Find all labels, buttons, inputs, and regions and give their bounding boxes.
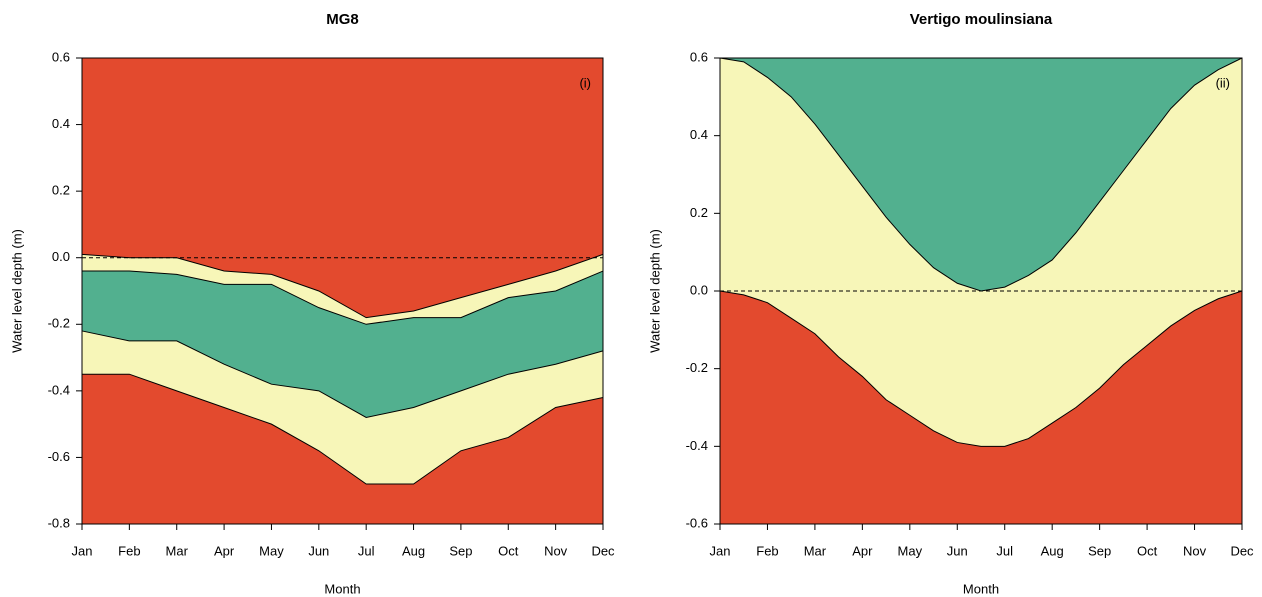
y-tick-label: 0.6 bbox=[690, 49, 708, 64]
x-tick-label: Sep bbox=[1088, 543, 1111, 558]
x-tick-label: Jul bbox=[996, 543, 1013, 558]
y-tick-label: -0.8 bbox=[48, 515, 70, 530]
annotation: (i) bbox=[579, 75, 591, 90]
x-tick-label: Oct bbox=[1137, 543, 1158, 558]
x-tick-label: Jun bbox=[308, 543, 329, 558]
y-tick-label: 0.2 bbox=[690, 205, 708, 220]
x-tick-label: Oct bbox=[498, 543, 519, 558]
y-tick-label: -0.6 bbox=[686, 515, 708, 530]
x-tick-label: Dec bbox=[591, 543, 615, 558]
band bbox=[82, 254, 603, 325]
band bbox=[82, 374, 603, 524]
chart-title: Vertigo moulinsiana bbox=[910, 11, 1053, 28]
band bbox=[82, 58, 603, 318]
x-tick-label: Jun bbox=[947, 543, 968, 558]
x-axis-label: Month bbox=[324, 581, 360, 596]
y-tick-label: -0.6 bbox=[48, 449, 70, 464]
x-tick-label: Aug bbox=[1041, 543, 1064, 558]
y-tick-label: -0.2 bbox=[48, 316, 70, 331]
band bbox=[720, 291, 1242, 524]
y-tick-label: -0.2 bbox=[686, 360, 708, 375]
x-tick-label: Apr bbox=[852, 543, 873, 558]
x-tick-label: Jul bbox=[358, 543, 375, 558]
y-tick-label: 0.0 bbox=[52, 249, 70, 264]
boundary-line bbox=[82, 373, 604, 485]
x-tick-label: Jan bbox=[710, 543, 731, 558]
x-tick-label: Apr bbox=[214, 543, 235, 558]
panel: -0.6 -0.4 -0.2 0.0 0.2 0.4 0.6 Jan Feb Mar Apr May J… bbox=[647, 11, 1254, 596]
boundary-line bbox=[82, 270, 604, 325]
y-axis-label: Water level depth (m) bbox=[647, 229, 662, 353]
chart-title: MG8 bbox=[326, 11, 359, 28]
panel: -0.8 -0.6 -0.4 -0.2 0.0 0.2 0.4 0.6 Jan Feb Mar Apr… bbox=[9, 11, 615, 596]
y-tick-label: -0.4 bbox=[686, 438, 708, 453]
band bbox=[82, 271, 603, 418]
x-tick-label: Nov bbox=[1183, 543, 1207, 558]
annotation: (ii) bbox=[1216, 75, 1230, 90]
y-tick-label: 0.0 bbox=[690, 282, 708, 297]
y-tick-label: 0.6 bbox=[52, 49, 70, 64]
x-tick-label: Jan bbox=[72, 543, 93, 558]
band bbox=[720, 58, 1242, 447]
plot-frame bbox=[81, 57, 604, 525]
x-tick-label: Feb bbox=[118, 543, 140, 558]
x-tick-label: May bbox=[259, 543, 284, 558]
band bbox=[82, 330, 603, 485]
y-tick-label: 0.2 bbox=[52, 183, 70, 198]
x-axis-label: Month bbox=[963, 581, 999, 596]
x-tick-label: Aug bbox=[402, 543, 425, 558]
x-tick-label: Sep bbox=[449, 543, 472, 558]
x-tick-label: Feb bbox=[756, 543, 778, 558]
boundary-line bbox=[81, 330, 604, 419]
x-tick-label: Nov bbox=[544, 543, 568, 558]
y-axis-label: Water level depth (m) bbox=[9, 229, 24, 353]
y-tick-label: 0.4 bbox=[690, 127, 708, 142]
x-tick-label: Mar bbox=[166, 543, 189, 558]
x-tick-label: Dec bbox=[1230, 543, 1254, 558]
y-tick-label: -0.4 bbox=[48, 382, 70, 397]
x-tick-label: Mar bbox=[804, 543, 827, 558]
band bbox=[720, 58, 1242, 291]
x-tick-label: May bbox=[898, 543, 923, 558]
boundary-line bbox=[719, 290, 1243, 447]
y-tick-label: 0.4 bbox=[52, 116, 70, 131]
